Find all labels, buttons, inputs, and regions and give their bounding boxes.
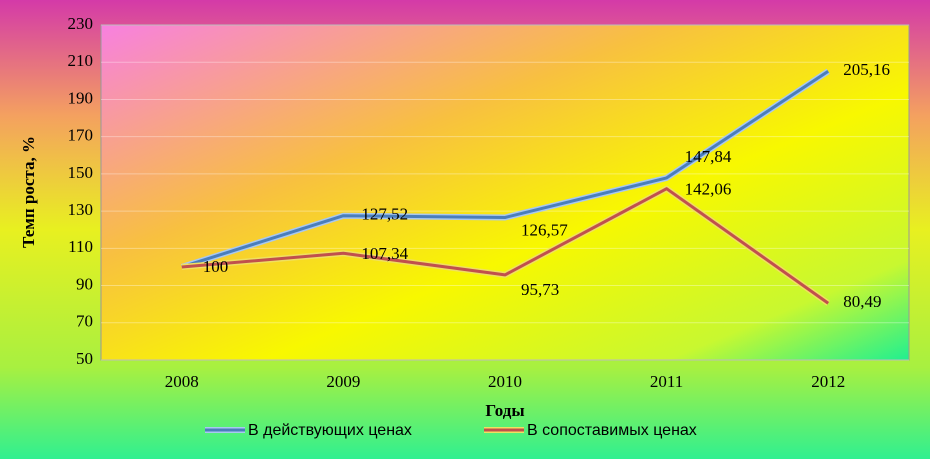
x-tick-label: 2009 bbox=[326, 372, 360, 391]
data-label: 95,73 bbox=[521, 280, 559, 299]
x-axis-title: Годы bbox=[485, 401, 524, 420]
data-label: 147,84 bbox=[685, 147, 732, 166]
data-label: 142,06 bbox=[685, 180, 732, 199]
y-tick-label: 130 bbox=[68, 200, 94, 219]
y-tick-label: 110 bbox=[68, 237, 93, 256]
y-tick-label: 90 bbox=[76, 274, 93, 293]
x-tick-label: 2008 bbox=[165, 372, 199, 391]
y-tick-label: 170 bbox=[68, 126, 94, 145]
y-tick-label: 210 bbox=[68, 51, 94, 70]
data-label: 127,52 bbox=[361, 205, 408, 224]
y-tick-label: 190 bbox=[68, 88, 94, 107]
plot-area bbox=[100, 24, 910, 361]
series-line bbox=[181, 69, 830, 269]
data-label: 80,49 bbox=[843, 292, 881, 311]
legend-label: В действующих ценах bbox=[248, 422, 412, 439]
x-tick-label: 2010 bbox=[488, 372, 522, 391]
data-label: 126,57 bbox=[521, 220, 568, 239]
x-tick-label: 2011 bbox=[650, 372, 683, 391]
series-line bbox=[181, 187, 830, 305]
data-label: 107,34 bbox=[361, 244, 408, 263]
x-tick-label: 2012 bbox=[811, 372, 845, 391]
data-label: 100 bbox=[203, 257, 229, 276]
legend-label: В сопоставимых ценах bbox=[527, 422, 697, 439]
y-tick-label: 150 bbox=[68, 163, 94, 182]
y-axis-title: Темп роста, % bbox=[19, 136, 38, 248]
data-label: 205,16 bbox=[843, 60, 890, 79]
y-tick-label: 70 bbox=[76, 312, 93, 331]
y-tick-label: 50 bbox=[76, 349, 93, 368]
y-tick-label: 230 bbox=[68, 14, 94, 33]
